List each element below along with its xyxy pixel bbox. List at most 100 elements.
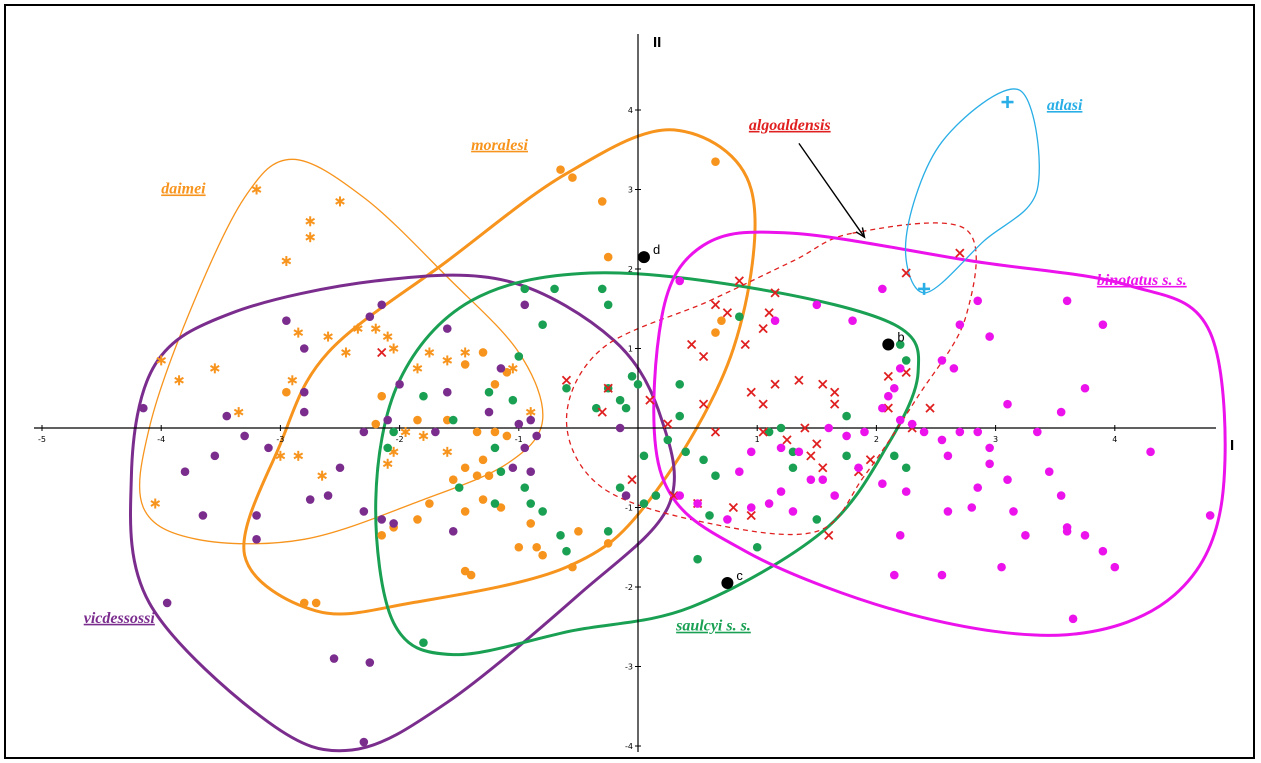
- binotatus-point: [1146, 447, 1155, 457]
- algoaldensis-point: [782, 435, 792, 445]
- atlasi-point: [918, 282, 931, 295]
- daimei-point: [150, 498, 161, 509]
- binotatus-point: [907, 419, 917, 429]
- binotatus-point: [943, 507, 953, 516]
- moralesi-point: [532, 542, 541, 552]
- daimei-point: [233, 407, 244, 418]
- vicdessossi-point: [365, 312, 375, 322]
- reference-point-label: b: [897, 330, 904, 345]
- saulcyi-point: [490, 443, 500, 453]
- algoaldensis-point: [710, 300, 721, 310]
- vicdessossi-point: [365, 658, 375, 667]
- algoaldensis-point: [627, 475, 637, 485]
- vicdessossi-point: [520, 300, 530, 310]
- saulcyi-point: [538, 320, 547, 329]
- algoaldensis-point: [734, 276, 744, 286]
- y-tick-label: -4: [625, 742, 633, 751]
- moralesi-point: [371, 419, 381, 429]
- saulcyi-point: [550, 284, 559, 294]
- binotatus-point: [985, 459, 994, 469]
- saulcyi-point: [520, 483, 530, 492]
- saulcyi-point: [705, 511, 714, 520]
- binotatus-point: [1021, 531, 1030, 540]
- algoaldensis-point: [794, 375, 804, 385]
- saulcyi-point: [842, 411, 851, 421]
- algoaldensis-point: [758, 399, 768, 409]
- binotatus-point: [973, 427, 983, 437]
- daimei-point: [412, 363, 423, 374]
- daimei-point: [341, 347, 351, 358]
- saulcyi-hull: [374, 271, 921, 657]
- moralesi-point: [442, 415, 452, 425]
- saulcyi-point: [484, 387, 494, 397]
- binotatus-point: [1110, 562, 1120, 572]
- y-tick-label: 1: [628, 345, 633, 354]
- saulcyi-point: [651, 491, 661, 500]
- daimei-point: [305, 232, 316, 243]
- algoaldensis-point: [830, 387, 840, 397]
- reference-point-label: c: [736, 568, 743, 583]
- y-axis-label: II: [653, 34, 661, 51]
- daimei-point: [174, 375, 184, 386]
- binotatus-point: [973, 483, 983, 492]
- algoaldensis-point: [818, 379, 828, 389]
- moralesi-point: [490, 427, 500, 437]
- vicdessossi-point: [323, 491, 333, 500]
- y-tick-label: 3: [628, 186, 633, 195]
- binotatus-point: [842, 431, 851, 441]
- moralesi-point: [413, 515, 422, 524]
- saulcyi-point: [764, 427, 774, 437]
- saulcyi-point: [627, 372, 637, 381]
- binotatus-point: [848, 316, 857, 325]
- moralesi-point: [711, 328, 720, 337]
- moralesi-point: [413, 415, 422, 425]
- binotatus-point: [812, 300, 822, 310]
- vicdessossi-point: [431, 427, 440, 437]
- algoaldensis-point: [603, 383, 613, 393]
- x-tick-label: 1: [755, 435, 760, 444]
- saulcyi-point: [675, 379, 685, 389]
- binotatus-point: [985, 443, 994, 453]
- saulcyi-point: [556, 531, 565, 540]
- vicdessossi-point: [377, 300, 387, 310]
- reference-point-c: [721, 577, 734, 590]
- group-label-vicdessossi: vicdessossi: [84, 610, 156, 627]
- vicdessossi-point: [335, 463, 345, 473]
- binotatus-point: [1003, 475, 1012, 484]
- moralesi-point: [282, 387, 291, 397]
- saulcyi-point: [895, 340, 905, 349]
- daimei-point: [382, 331, 393, 342]
- algoaldensis-point: [728, 502, 738, 513]
- moralesi-point: [502, 431, 512, 441]
- binotatus-point: [776, 487, 786, 496]
- moralesi-point: [717, 316, 726, 325]
- vicdessossi-point: [442, 387, 452, 397]
- daimei-point: [460, 347, 470, 358]
- binotatus-point: [878, 479, 887, 488]
- daimei-point: [382, 458, 393, 469]
- saulcyi-point: [562, 383, 571, 393]
- algoaldensis-point: [764, 308, 774, 318]
- moralesi-point: [478, 348, 488, 357]
- algoaldensis-point: [883, 371, 893, 381]
- moralesi-point: [478, 455, 488, 465]
- binotatus-point: [806, 475, 816, 484]
- binotatus-point: [723, 515, 732, 524]
- daimei-point: [442, 355, 453, 366]
- moralesi-point: [466, 570, 476, 580]
- vicdessossi-point: [162, 598, 172, 608]
- moralesi-point: [568, 173, 577, 182]
- saulcyi-point: [693, 554, 702, 564]
- moralesi-point: [311, 598, 321, 608]
- algoaldensis-point: [698, 351, 709, 362]
- algoaldensis-point: [377, 347, 387, 358]
- binotatus-point: [895, 415, 905, 425]
- x-tick-label: -5: [38, 435, 46, 444]
- binotatus-point: [967, 503, 977, 512]
- binotatus-point: [1098, 546, 1108, 556]
- binotatus-point: [889, 383, 899, 393]
- daimei-point: [424, 347, 435, 358]
- saulcyi-point: [663, 435, 673, 445]
- saulcyi-point: [514, 352, 524, 361]
- algoaldensis-point: [830, 399, 840, 409]
